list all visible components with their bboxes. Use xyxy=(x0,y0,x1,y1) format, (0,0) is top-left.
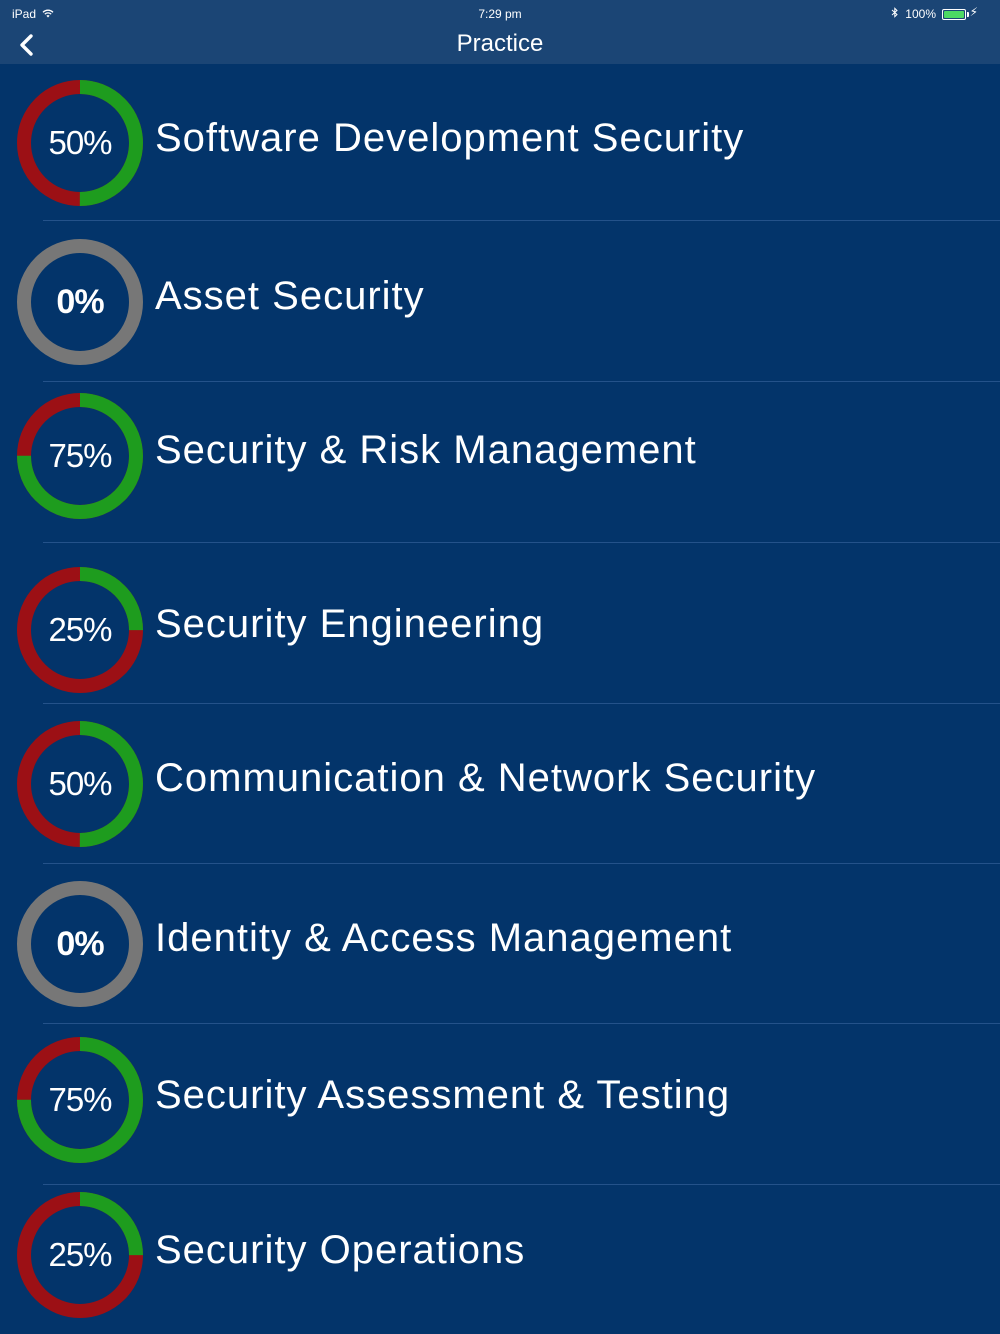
progress-percent: 50% xyxy=(48,124,112,161)
progress-ring: 0% xyxy=(15,879,145,1009)
status-left: iPad xyxy=(12,7,54,21)
page-title: Practice xyxy=(456,30,544,57)
row-divider xyxy=(43,542,1000,543)
ring-correct xyxy=(17,80,143,206)
topic-row[interactable]: 0% Asset Security xyxy=(0,221,1000,382)
topic-label: Security Operations xyxy=(155,1228,526,1272)
device-name: iPad xyxy=(12,7,37,21)
row-divider xyxy=(43,381,1000,382)
topic-label: Security Engineering xyxy=(155,602,545,646)
topic-label: Security Assessment & Testing xyxy=(155,1073,731,1117)
topic-label: Security & Risk Management xyxy=(155,428,697,472)
progress-percent: 75% xyxy=(48,437,112,474)
back-button[interactable] xyxy=(12,30,42,60)
row-divider xyxy=(43,1023,1000,1024)
status-bar: iPad 7:29 pm 100% ⚡ xyxy=(0,0,1000,28)
ring-correct xyxy=(17,393,143,519)
row-divider xyxy=(43,1184,1000,1185)
ring-unattempted xyxy=(17,881,143,1007)
row-divider xyxy=(43,703,1000,704)
battery-percent: 100% xyxy=(905,7,936,21)
topic-row[interactable]: 50% Communication & Network Security xyxy=(0,704,1000,864)
topic-row[interactable]: 0% Identity & Access Management xyxy=(0,864,1000,1024)
ring-correct xyxy=(17,567,143,693)
status-right: 100% xyxy=(891,7,969,21)
progress-percent: 0% xyxy=(56,924,104,963)
progress-ring: 50% xyxy=(15,78,145,208)
progress-ring: 25% xyxy=(15,565,145,695)
progress-percent: 25% xyxy=(48,611,112,648)
topic-label: Software Development Security xyxy=(155,116,745,160)
progress-ring: 0% xyxy=(15,237,145,367)
progress-ring: 75% xyxy=(15,391,145,521)
ring-correct xyxy=(17,1037,143,1163)
topic-label: Identity & Access Management xyxy=(155,916,733,960)
wifi-icon xyxy=(42,7,54,21)
charging-icon: ⚡ xyxy=(969,5,978,19)
progress-ring: 50% xyxy=(15,719,145,849)
row-divider xyxy=(43,220,1000,221)
ring-correct xyxy=(17,1192,143,1318)
topic-row[interactable]: 75% Security & Risk Management xyxy=(0,382,1000,543)
topic-row[interactable]: 50% Software Development Security xyxy=(0,64,1000,221)
progress-ring: 25% xyxy=(15,1190,145,1320)
topic-label: Asset Security xyxy=(155,274,425,318)
topic-row[interactable]: 75% Security Assessment & Testing xyxy=(0,1024,1000,1185)
chevron-left-icon xyxy=(20,34,33,56)
progress-percent: 50% xyxy=(48,765,112,802)
ring-correct xyxy=(17,721,143,847)
navigation-bar: Practice xyxy=(0,28,1000,64)
progress-ring: 75% xyxy=(15,1035,145,1165)
topic-row[interactable]: 25% Security Engineering xyxy=(0,543,1000,704)
bluetooth-icon xyxy=(891,7,899,21)
progress-percent: 0% xyxy=(56,282,104,321)
progress-percent: 25% xyxy=(48,1236,112,1273)
row-divider xyxy=(43,863,1000,864)
battery-icon xyxy=(942,8,969,20)
topic-row[interactable]: 25% Security Operations xyxy=(0,1185,1000,1334)
topic-label: Communication & Network Security xyxy=(155,756,817,800)
ring-unattempted xyxy=(17,239,143,365)
progress-percent: 75% xyxy=(48,1081,112,1118)
status-time: 7:29 pm xyxy=(478,7,522,21)
